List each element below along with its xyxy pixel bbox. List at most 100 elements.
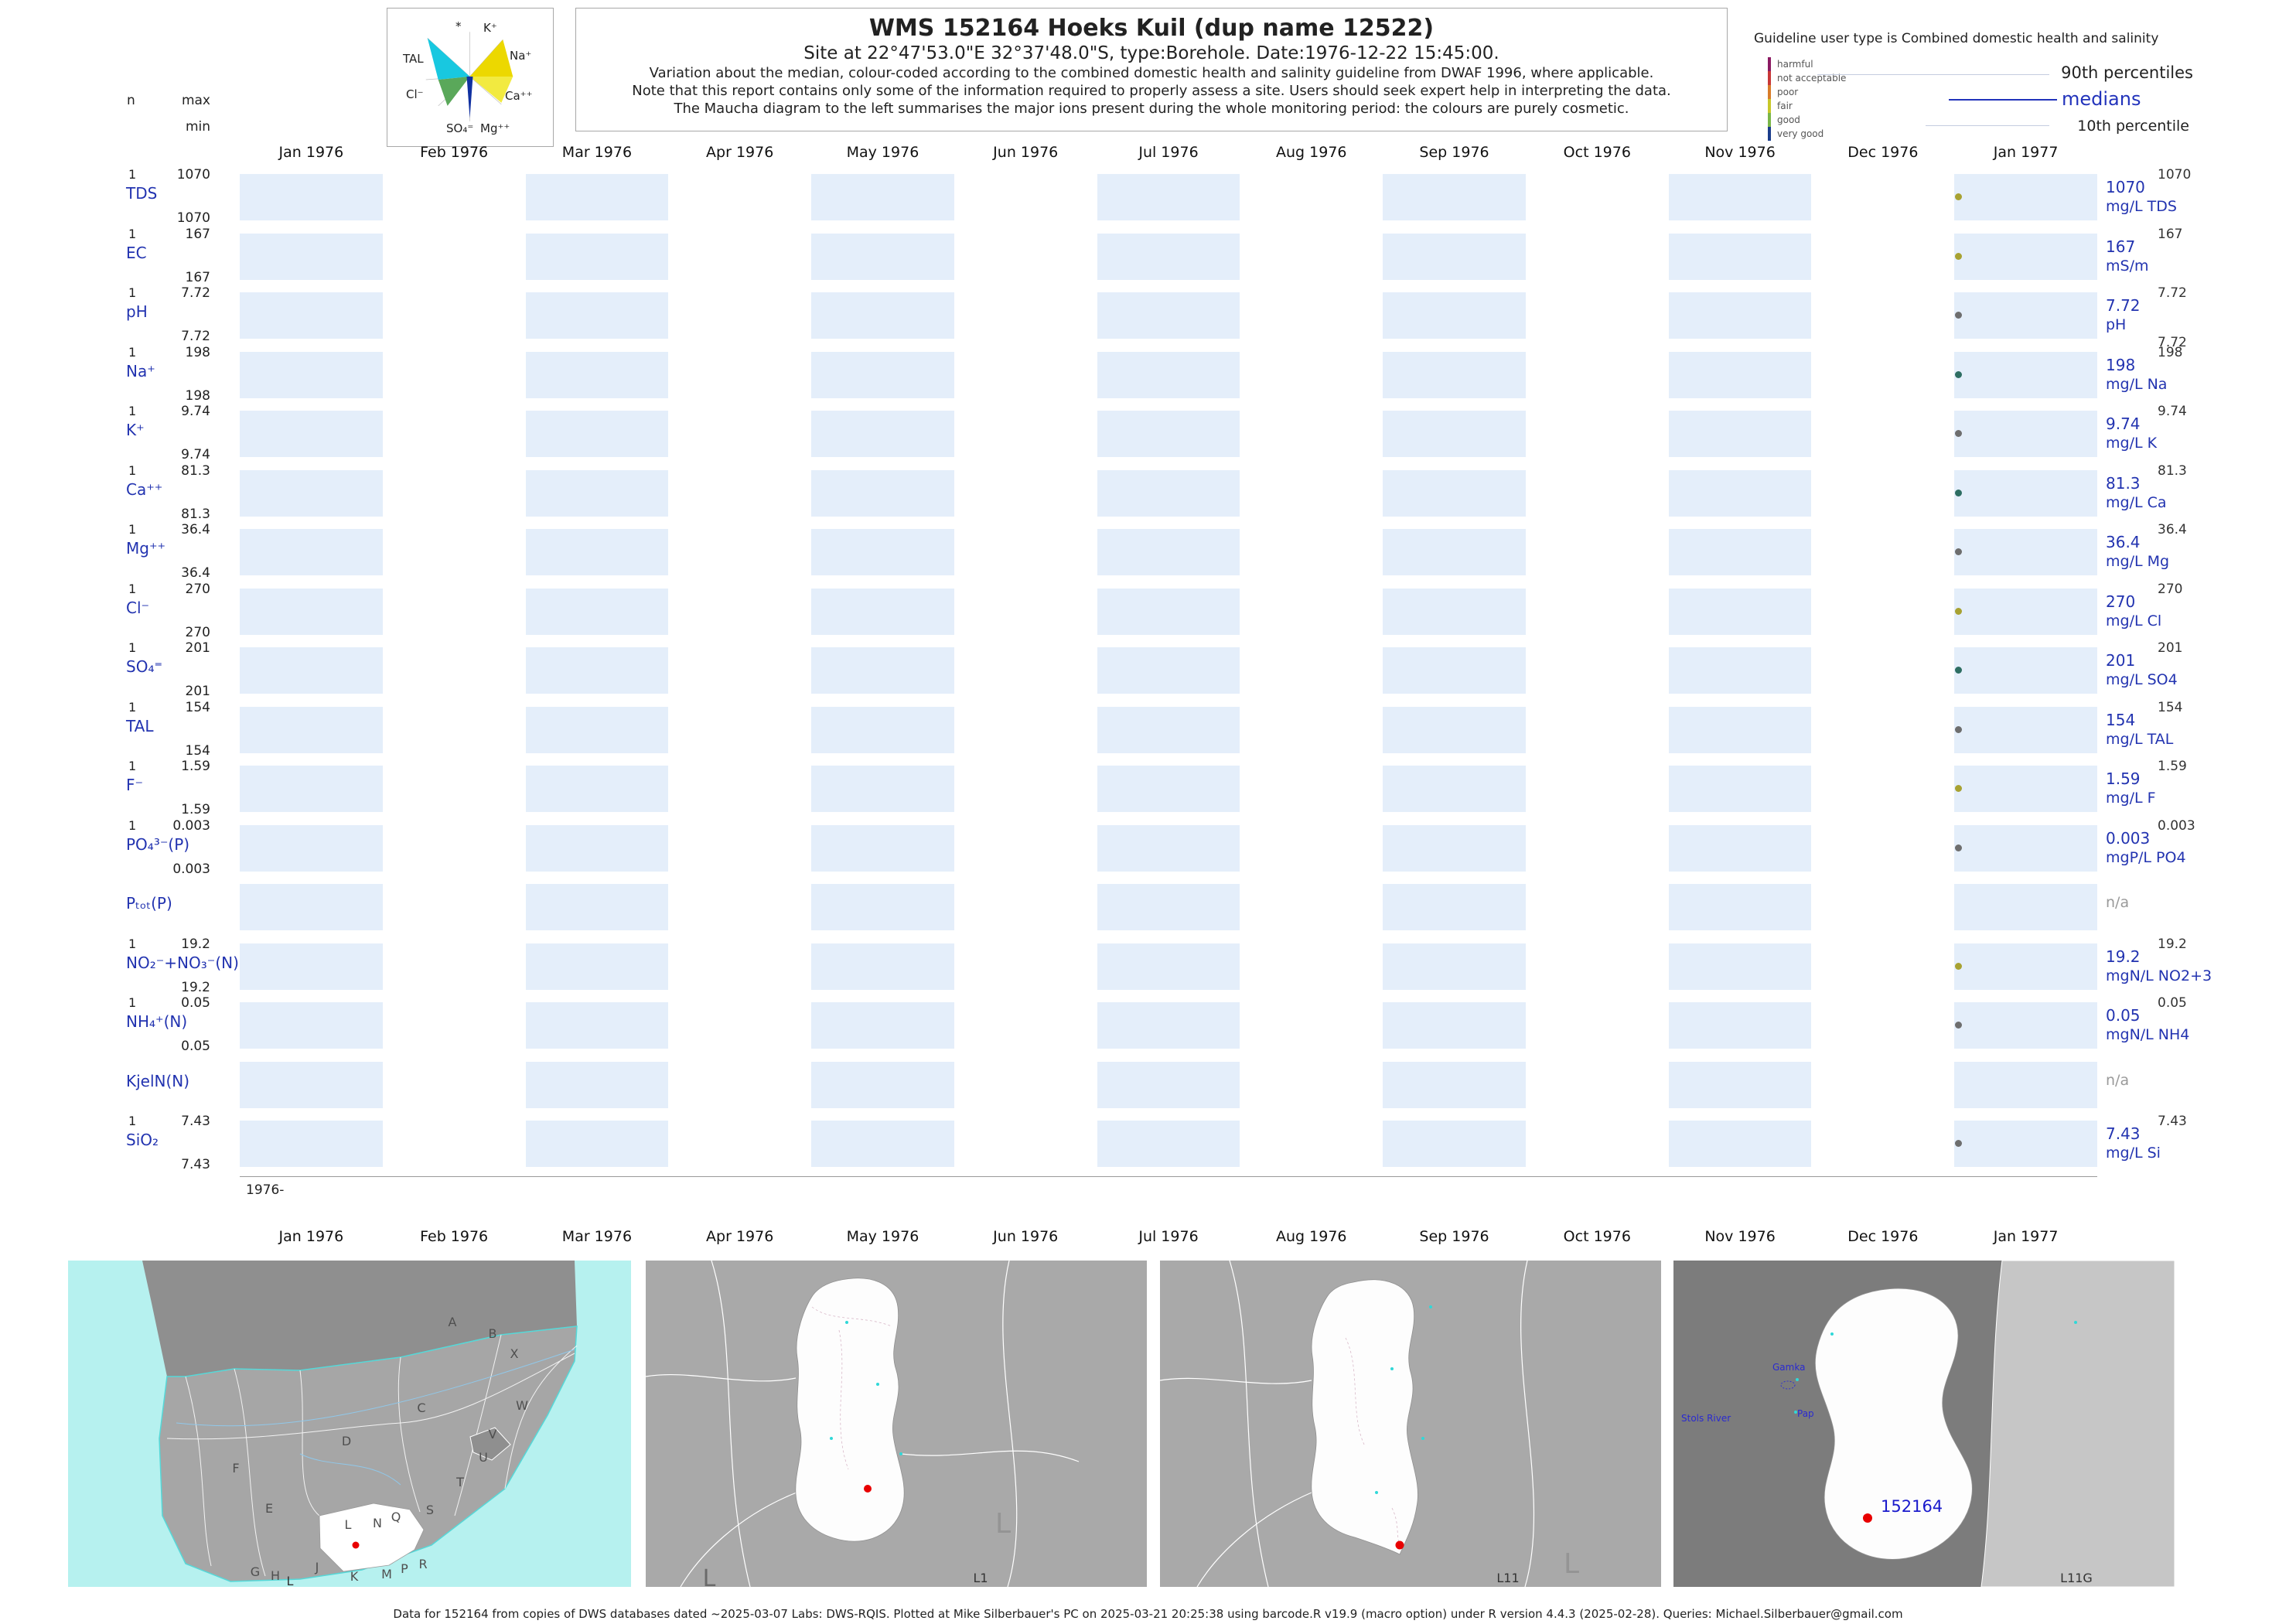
sample-dot[interactable] xyxy=(1954,548,1962,555)
month-band xyxy=(1383,1002,1526,1049)
month-band xyxy=(1525,943,1669,990)
parameter-label: NO₂⁻+NO₃⁻(N) xyxy=(126,953,239,972)
month-band xyxy=(1811,943,1955,990)
maucha-wedge-yellow xyxy=(469,39,513,77)
min-value: 7.43 xyxy=(181,1157,210,1172)
month-band xyxy=(1240,884,1383,930)
sample-dot[interactable] xyxy=(1954,962,1962,970)
month-band xyxy=(1240,647,1383,694)
p90-value: 9.74 xyxy=(2158,404,2187,419)
month-band xyxy=(1097,1002,1240,1049)
month-band xyxy=(240,766,383,812)
maucha-wedge-blue xyxy=(466,77,473,118)
sample-dot[interactable] xyxy=(1954,785,1962,792)
p90-value: 7.72 xyxy=(2158,285,2187,301)
month-band xyxy=(1240,351,1383,398)
median-value: 0.003 xyxy=(2106,828,2151,848)
unit-label: mg/L Ca xyxy=(2106,493,2167,511)
sample-dot[interactable] xyxy=(1954,725,1962,733)
sample-dot[interactable] xyxy=(1954,430,1962,437)
map-secondary-drainage-l1: L L11 xyxy=(1160,1261,1661,1587)
month-band xyxy=(1097,1121,1240,1167)
sample-dot[interactable] xyxy=(1954,607,1962,615)
unit-label: mgN/L NH4 xyxy=(2106,1026,2190,1043)
month-band xyxy=(811,233,954,280)
unit-label: mgP/L PO4 xyxy=(2106,848,2186,866)
sample-dot[interactable] xyxy=(1954,844,1962,851)
site-marker[interactable] xyxy=(864,1485,872,1493)
month-band xyxy=(1097,233,1240,280)
parameter-row-no23: NO₂⁻+NO₃⁻(N) 1 19.2 19.2 19.2 19.2 mgN/L NO2+3 xyxy=(0,937,2296,995)
parameter-label: Pₜₒₜ(P) xyxy=(126,894,172,913)
month-band xyxy=(1097,351,1240,398)
drainage-region-letter-S: S xyxy=(426,1503,434,1517)
median-value: 9.74 xyxy=(2106,415,2141,433)
guideline-level-label: not acceptable xyxy=(1777,73,1847,84)
month-band xyxy=(525,647,669,694)
month-band xyxy=(382,1061,526,1108)
month-band xyxy=(382,411,526,457)
parameter-row-so4: SO₄⁼ 1 201 201 201 201 mg/L SO4 xyxy=(0,640,2296,699)
month-band xyxy=(1954,1121,2097,1167)
catchment-boundaries xyxy=(646,1261,1080,1587)
month-band xyxy=(382,233,526,280)
timeline-strip xyxy=(240,529,2097,575)
sample-dot[interactable] xyxy=(1954,252,1962,260)
month-band xyxy=(1525,233,1669,280)
parameter-label: pH xyxy=(126,302,148,321)
month-label: Sep 1976 xyxy=(1419,144,1489,161)
sample-dot[interactable] xyxy=(1954,667,1962,674)
month-band xyxy=(1383,411,1526,457)
month-band xyxy=(1668,351,1812,398)
month-band xyxy=(954,766,1097,812)
month-band xyxy=(1383,233,1526,280)
maucha-wedge-yellow2 xyxy=(469,77,513,103)
maucha-tal-label: TAL xyxy=(403,52,424,66)
map4-region-label: L11G xyxy=(2060,1571,2093,1585)
median-value: 201 xyxy=(2106,651,2136,670)
month-band xyxy=(1525,766,1669,812)
month-band xyxy=(1811,1121,1955,1167)
month-band xyxy=(954,411,1097,457)
p90-value: 154 xyxy=(2158,699,2183,715)
sample-dot[interactable] xyxy=(1954,489,1962,496)
sample-count: 1 xyxy=(128,462,137,478)
maucha-legend-box: * K⁺ Na⁺ TAL Ca⁺⁺ Cl⁻ SO₄⁼ Mg⁺⁺ xyxy=(387,8,554,147)
month-band xyxy=(525,884,669,930)
month-band xyxy=(1097,1061,1240,1108)
site-marker[interactable] xyxy=(352,1541,360,1549)
min-value: 36.4 xyxy=(181,565,210,581)
median-value: 81.3 xyxy=(2106,473,2141,493)
month-band xyxy=(1097,292,1240,339)
sample-dot[interactable] xyxy=(1954,370,1962,378)
month-band xyxy=(1954,588,2097,635)
maucha-wedge-cyan xyxy=(427,38,470,80)
month-band xyxy=(1954,174,2097,220)
median-value: 7.72 xyxy=(2106,296,2141,315)
month-band xyxy=(1240,943,1383,990)
month-band xyxy=(1811,411,1955,457)
site-subtitle: Site at 22°47'53.0"E 32°37'48.0"S, type:… xyxy=(803,43,1499,63)
sample-dot[interactable] xyxy=(1954,312,1962,319)
sample-dot[interactable] xyxy=(1954,1140,1962,1147)
timeline-strip xyxy=(240,411,2097,457)
month-band xyxy=(1811,588,1955,635)
max-value: 0.05 xyxy=(181,995,210,1011)
maucha-diagram xyxy=(425,32,513,121)
month-band xyxy=(1954,469,2097,517)
max-value: 81.3 xyxy=(181,462,210,479)
month-band xyxy=(1668,824,1812,872)
sample-dot[interactable] xyxy=(1954,193,1962,200)
year-start-label: 1976- xyxy=(246,1182,285,1198)
month-band xyxy=(1383,1061,1526,1108)
month-label: May 1976 xyxy=(846,1228,919,1245)
unit-label: mg/L Cl xyxy=(2106,612,2162,629)
month-band xyxy=(1525,292,1669,339)
guideline-level: good xyxy=(1768,113,1846,127)
site-marker[interactable] xyxy=(1863,1513,1872,1523)
site-marker[interactable] xyxy=(1395,1540,1404,1550)
month-band xyxy=(240,351,383,398)
month-band xyxy=(240,529,383,575)
sample-dot[interactable] xyxy=(1954,1022,1962,1029)
guideline-level: poor xyxy=(1768,85,1846,99)
